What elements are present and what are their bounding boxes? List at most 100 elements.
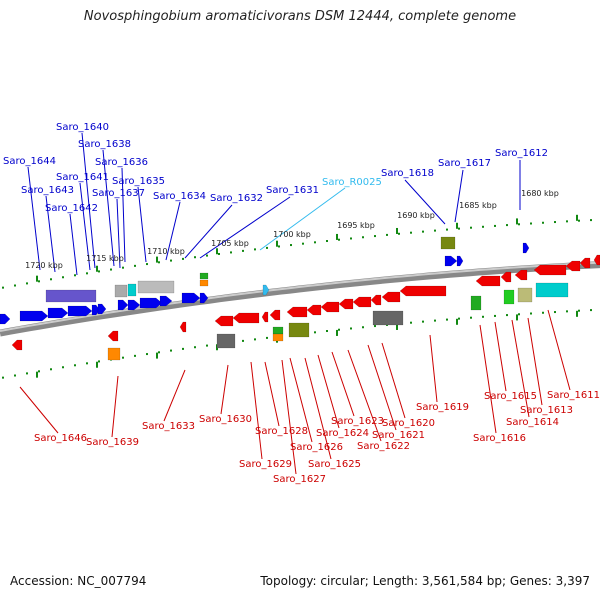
inner-minor-tick (134, 354, 136, 357)
inner-major-tick (576, 310, 578, 317)
forward-feature (127, 283, 137, 297)
reverse-gene-arrow (11, 339, 23, 351)
reverse-gene-arrow (320, 301, 340, 313)
outer-minor-tick (266, 246, 268, 249)
outer-minor-tick (110, 268, 112, 271)
forward-gene-leader (404, 179, 446, 225)
label-leader-lines (19, 132, 571, 475)
outer-minor-tick (554, 221, 556, 224)
reverse-gene-leader (19, 386, 59, 434)
inner-major-tick (516, 314, 518, 321)
forward-gene-label: Saro_1637 (92, 188, 145, 199)
outer-minor-tick (26, 282, 28, 285)
inner-minor-tick (422, 320, 424, 323)
inner-minor-tick (194, 346, 196, 349)
forward-gene-leader (184, 204, 233, 259)
inner-major-tick (456, 318, 458, 325)
reverse-gene-label: Saro_1622 (357, 441, 410, 452)
inner-minor-tick (170, 349, 172, 352)
reverse-gene-label: Saro_1613 (520, 405, 573, 416)
forward-gene-label: Saro_1636 (95, 157, 148, 168)
forward-gene-leader (454, 169, 464, 223)
outer-minor-tick (86, 272, 88, 275)
outer-minor-tick (242, 249, 244, 252)
rna-gene-leader (259, 187, 346, 251)
reverse-gene-leader (317, 354, 340, 429)
forward-gene-arrow (97, 303, 107, 315)
outer-minor-tick (134, 264, 136, 267)
reverse-gene-leader (331, 351, 355, 417)
forward-gene-leader (137, 186, 147, 263)
reverse-gene-arrow (269, 309, 281, 321)
outer-minor-tick (374, 235, 376, 238)
reverse-gene-leader (511, 319, 530, 418)
outer-minor-tick (518, 223, 520, 226)
forward-gene-label: Saro_1632 (210, 193, 263, 204)
outer-major-tick (396, 227, 398, 234)
reverse-gene-leader (347, 349, 382, 442)
forward-gene-label: Saro_1641 (56, 172, 109, 183)
gene-labels: 1720 kbp 1715 kbp 1710 kbp 1705 kbp 1700 kbp… (3, 122, 600, 485)
reverse-gene-label: Saro_1611 (547, 390, 600, 401)
inner-minor-tick (122, 356, 124, 359)
reverse-gene-arrow (475, 275, 501, 287)
forward-gene-arrow (181, 292, 201, 304)
outer-minor-tick (14, 284, 16, 287)
outer-minor-tick (50, 278, 52, 281)
inner-minor-tick (50, 368, 52, 371)
rna-gene-arrow (262, 284, 270, 296)
outer-minor-tick (326, 240, 328, 243)
forward-gene-arrow (67, 305, 93, 317)
reverse-gene-leader (381, 342, 406, 419)
reverse-gene-label: Saro_1615 (484, 391, 537, 402)
scale-label: 1705 kbp (211, 239, 249, 248)
forward-gene-arrow (127, 299, 141, 311)
reverse-gene-leader (479, 324, 497, 434)
reverse-gene-leader (304, 357, 332, 460)
outer-minor-tick (182, 257, 184, 260)
forward-gene-label: Saro_1617 (438, 158, 491, 169)
forward-gene-label: Saro_1631 (266, 185, 319, 196)
inner-minor-tick (434, 319, 436, 322)
reverse-gene-arrow (500, 271, 512, 283)
inner-minor-tick (266, 336, 268, 339)
reverse-gene-arrow (533, 264, 567, 276)
forward-gene-arrow (19, 310, 49, 322)
scale-label: 1715 kbp (86, 254, 124, 263)
scale-label: 1710 kbp (147, 247, 185, 256)
forward-gene-arrow (522, 242, 530, 254)
outer-minor-tick (2, 286, 4, 289)
inner-minor-tick (350, 327, 352, 330)
inner-minor-tick (494, 314, 496, 317)
inner-minor-tick (326, 330, 328, 333)
outer-minor-tick (530, 222, 532, 225)
inner-minor-tick (314, 331, 316, 334)
topology-text: Topology: circular; Length: 3,561,584 bp… (260, 574, 590, 588)
inner-minor-tick (470, 316, 472, 319)
reverse-gene-label: Saro_1628 (255, 426, 308, 437)
forward-feature (45, 289, 97, 303)
reverse-gene-label: Saro_1620 (382, 418, 435, 429)
reverse-feature (470, 295, 482, 311)
outer-major-tick (516, 218, 518, 225)
outer-minor-tick (458, 227, 460, 230)
outer-minor-tick (386, 233, 388, 236)
reverse-gene-leader (264, 361, 280, 427)
reverse-gene-arrow (214, 315, 234, 327)
outer-minor-tick (350, 237, 352, 240)
reverse-gene-label: Saro_1626 (290, 442, 343, 453)
outer-minor-tick (542, 221, 544, 224)
forward-gene-arrow (47, 307, 69, 319)
forward-gene-leader (45, 195, 56, 273)
outer-major-tick (96, 265, 98, 272)
forward-gene-arrow (159, 295, 173, 307)
inner-minor-tick (518, 313, 520, 316)
forward-gene-label: Saro_1618 (381, 168, 434, 179)
outer-minor-tick (494, 224, 496, 227)
forward-gene-arrow (117, 299, 129, 311)
outer-minor-tick (278, 245, 280, 248)
outer-minor-tick (590, 219, 592, 222)
inner-major-tick (336, 329, 338, 336)
outer-minor-tick (566, 220, 568, 223)
